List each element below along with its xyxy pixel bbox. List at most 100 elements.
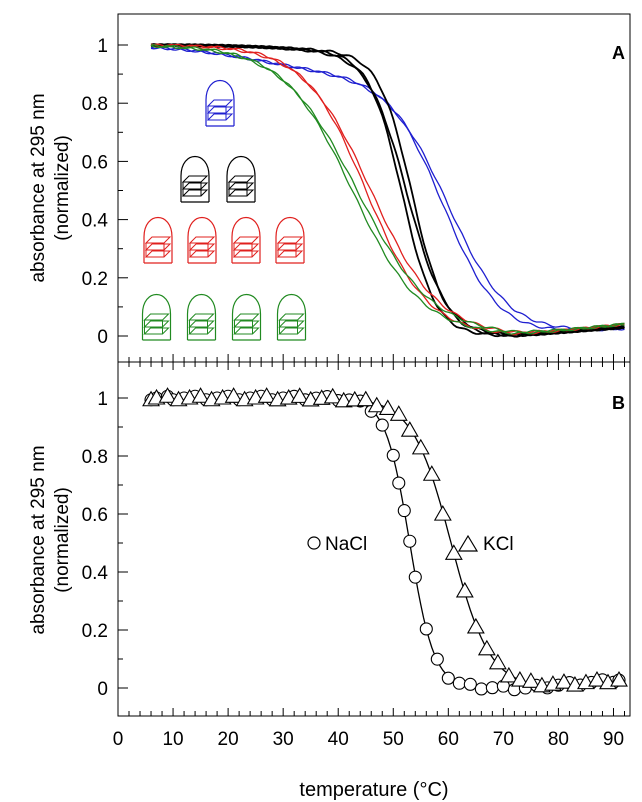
tetrad-plane bbox=[206, 99, 234, 107]
kcl-point bbox=[400, 421, 419, 437]
lobe-shape bbox=[141, 294, 172, 341]
kcl-point bbox=[499, 666, 518, 683]
panel-a-letter: A bbox=[612, 43, 625, 63]
kcl-point bbox=[521, 672, 540, 688]
tetrad-plane bbox=[278, 327, 305, 335]
tetrad-plane bbox=[181, 182, 209, 190]
tetrad-plane bbox=[188, 243, 216, 251]
legend-kcl: KCl bbox=[457, 534, 514, 555]
panel-b-y-tick-label: 0 bbox=[97, 679, 108, 700]
tetrad-plane bbox=[233, 327, 260, 335]
panel-b-y-label-sub: (normalized) bbox=[52, 487, 73, 593]
panel-b: 0 0.2 0.4 0.6 0.8 1 0 10 20 30 40 50 60 70 80 90 B abs… bbox=[28, 361, 631, 801]
panel-b-x-tick-label: 70 bbox=[493, 729, 514, 750]
nacl-point bbox=[485, 681, 499, 695]
nacl-point bbox=[403, 534, 417, 548]
kcl-point bbox=[345, 390, 364, 407]
fit-curve bbox=[151, 397, 625, 685]
lobe-shape bbox=[187, 217, 217, 264]
kcl-point bbox=[257, 387, 276, 403]
tetrad-plane bbox=[206, 106, 234, 114]
kcl-label: KCl bbox=[483, 534, 514, 555]
nacl-point bbox=[474, 682, 488, 696]
tetrad-plane bbox=[227, 189, 255, 197]
kcl-point bbox=[389, 405, 408, 421]
panel-a-y-ticks: 0 0.2 0.4 0.6 0.8 1 bbox=[82, 36, 128, 348]
tetrad-plane bbox=[278, 313, 305, 321]
nacl-point bbox=[408, 570, 422, 584]
kcl-point bbox=[466, 617, 485, 634]
nacl-point bbox=[441, 671, 455, 685]
melting-curve bbox=[150, 43, 625, 338]
lobe-shape bbox=[205, 80, 235, 127]
panel-a: 0 0.2 0.4 0.6 0.8 1 A absorbance at 295 nm (n… bbox=[28, 13, 631, 370]
tetrad-plane bbox=[188, 320, 215, 328]
kcl-point bbox=[488, 653, 507, 670]
panel-b-x-tick-label: 90 bbox=[603, 729, 624, 750]
melting-curve bbox=[150, 43, 625, 337]
panel-b-x-tick-label: 40 bbox=[328, 729, 349, 750]
nacl-point bbox=[463, 677, 477, 691]
kcl-point bbox=[224, 387, 243, 403]
tetrad-plane bbox=[232, 243, 260, 251]
kcl-point bbox=[323, 387, 342, 404]
lobe-shape bbox=[231, 294, 262, 341]
panel-b-x-tick-label: 20 bbox=[218, 729, 239, 750]
lobe-shape bbox=[186, 294, 217, 341]
panel-b-y-tick-label: 0.6 bbox=[82, 505, 108, 526]
x-axis-label: temperature (°C) bbox=[299, 779, 448, 801]
tetrad-plane bbox=[276, 236, 304, 244]
kcl-point bbox=[378, 399, 397, 416]
kcl-point bbox=[588, 670, 606, 687]
panel-a-frame bbox=[117, 13, 631, 363]
panel-b-y-tick-label: 1 bbox=[97, 389, 108, 410]
panel-b-x-tick-label: 80 bbox=[548, 729, 569, 750]
melting-curve bbox=[150, 46, 625, 332]
kcl-point bbox=[477, 639, 496, 656]
panel-b-y-tick-label: 0.2 bbox=[82, 621, 108, 642]
lobe-shape bbox=[231, 217, 261, 264]
tetrad-plane bbox=[276, 250, 304, 258]
tetrad-plane bbox=[227, 182, 255, 190]
nacl-point bbox=[392, 476, 406, 490]
panel-b-x-tick-label: 60 bbox=[438, 729, 459, 750]
panel-b-x-tick-label: 30 bbox=[273, 729, 294, 750]
melting-curve bbox=[150, 43, 625, 334]
nacl-point bbox=[452, 676, 466, 690]
panel-b-letter: B bbox=[612, 393, 625, 413]
molecule-icons bbox=[141, 80, 307, 341]
tetrad-plane bbox=[276, 243, 304, 251]
tetrad-plane bbox=[233, 320, 260, 328]
tetrad-plane bbox=[188, 327, 215, 335]
kcl-point bbox=[610, 670, 628, 687]
tetrad-plane bbox=[143, 327, 170, 335]
lobe-shape bbox=[275, 217, 305, 264]
kcl-point bbox=[455, 581, 474, 598]
panel-b-y-label: absorbance at 295 nm bbox=[28, 445, 49, 634]
panel-b-y-ticks: 0 0.2 0.4 0.6 0.8 1 bbox=[82, 389, 128, 700]
tetrad-plane bbox=[227, 175, 255, 183]
panel-a-y-tick-label: 0 bbox=[97, 327, 108, 348]
lobe-shape bbox=[276, 294, 307, 341]
tetrad-plane bbox=[188, 236, 216, 244]
data-points bbox=[142, 387, 628, 697]
tetrad-plane bbox=[143, 320, 170, 328]
panel-b-x-ticks: 0 10 20 30 40 50 60 70 80 90 bbox=[113, 708, 625, 750]
panel-b-y-tick-label: 0.4 bbox=[82, 563, 109, 584]
kcl-marker-icon bbox=[457, 534, 479, 552]
molecule-icon bbox=[141, 294, 307, 341]
panel-b-x-tick-label: 0 bbox=[113, 729, 124, 750]
nacl-point bbox=[419, 622, 433, 636]
lobe-shape bbox=[226, 156, 256, 203]
fit-curves bbox=[151, 397, 625, 689]
panel-a-y-tick-label: 0.2 bbox=[82, 269, 108, 290]
melting-curve bbox=[150, 44, 625, 334]
melting-curve bbox=[150, 44, 625, 335]
kcl-point bbox=[554, 673, 573, 689]
tetrad-plane bbox=[144, 243, 172, 251]
panel-a-y-tick-label: 0.8 bbox=[82, 94, 108, 115]
molecule-icon bbox=[143, 217, 305, 264]
nacl-point bbox=[375, 418, 389, 432]
kcl-point bbox=[367, 396, 386, 413]
kcl-point bbox=[290, 387, 309, 403]
